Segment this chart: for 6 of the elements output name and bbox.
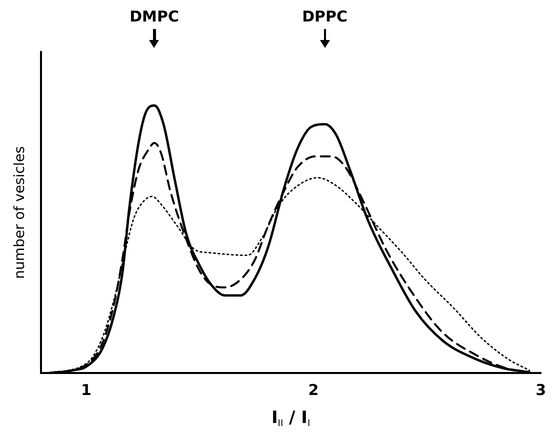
- y-axis-title: number of vesicles: [12, 146, 28, 279]
- text: DPPC: [302, 7, 348, 26]
- x-tick-label: 1: [81, 380, 92, 399]
- x-tick-label: 3: [536, 380, 546, 399]
- text: DMPC: [130, 7, 179, 26]
- x-tick-label: 2: [308, 380, 319, 399]
